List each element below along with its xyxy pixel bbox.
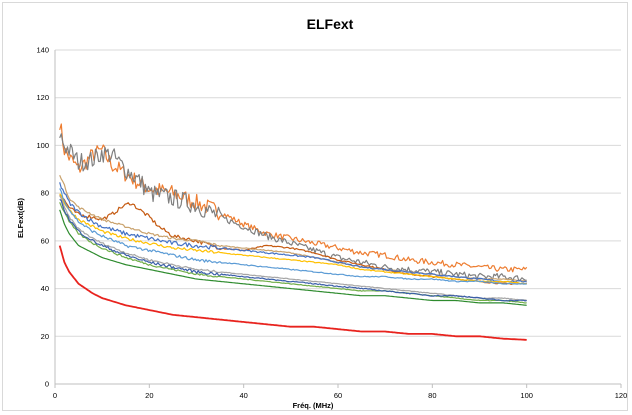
series-line	[59, 198, 527, 302]
series-line	[59, 193, 527, 285]
y-tick-label: 140	[36, 46, 49, 55]
series-line	[59, 182, 527, 283]
chart-title: ELFext	[307, 16, 354, 32]
chart-frame: 0 20 40 60 80 100 120 140 0 20 40 60 80 100 120 ELFext…	[2, 2, 628, 411]
y-tick-label: 20	[41, 332, 49, 341]
x-tick-label: 80	[428, 391, 436, 400]
x-tick-label: 40	[239, 391, 247, 400]
series-line	[59, 123, 528, 273]
y-axis-label: ELFext(dB)	[16, 198, 25, 239]
x-tick-label: 20	[145, 391, 153, 400]
x-tick-label: 120	[615, 391, 628, 400]
series-line	[59, 188, 527, 285]
y-tick-label: 0	[45, 380, 49, 389]
series-line	[59, 133, 527, 282]
y-tick-label: 80	[41, 189, 49, 198]
chart-svg: 0 20 40 60 80 100 120 140 0 20 40 60 80 100 120 ELFext…	[16, 16, 628, 410]
x-tick-label: 0	[53, 391, 57, 400]
series-line	[58, 245, 527, 341]
y-tick-label: 60	[41, 236, 49, 245]
series-line	[59, 202, 527, 304]
y-tick-label: 100	[36, 141, 49, 150]
x-tick-label: 100	[520, 391, 533, 400]
y-tick-label: 120	[36, 93, 49, 102]
x-tick-label: 60	[334, 391, 342, 400]
x-axis-label: Fréq. (MHz)	[293, 401, 334, 410]
series-line	[59, 209, 527, 306]
y-tick-label: 40	[41, 284, 49, 293]
